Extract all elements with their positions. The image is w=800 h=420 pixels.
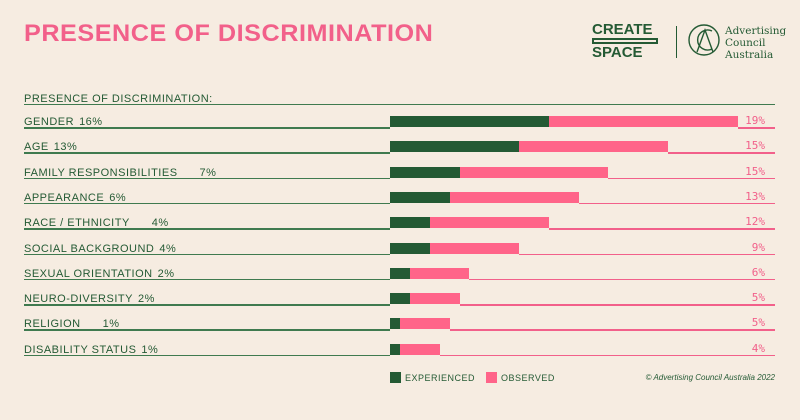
row-line — [24, 354, 390, 357]
bar-experienced — [390, 318, 400, 330]
experienced-value-label: 2% — [137, 293, 155, 306]
experienced-value-label: 13% — [53, 141, 78, 154]
row-label-group: RACE / ETHNICITY 4% — [24, 217, 169, 229]
bar-experienced — [390, 293, 410, 305]
row-line — [24, 152, 390, 154]
experienced-value-label: 4% — [151, 217, 169, 230]
bar-experienced — [390, 191, 450, 203]
header-divider — [24, 104, 775, 105]
observed-value-label: 15% — [745, 164, 765, 178]
row-label: GENDER — [24, 116, 75, 128]
row-line-observed — [449, 329, 775, 331]
bar-experienced — [390, 343, 400, 355]
row-label: SEXUAL ORIENTATION — [24, 267, 153, 280]
bar-experienced — [390, 217, 430, 229]
bar-experienced — [390, 166, 460, 178]
row-line — [24, 253, 390, 255]
bar-observed — [409, 267, 470, 279]
observed-value-label: 5% — [751, 291, 765, 305]
row-label-group: SEXUAL ORIENTATION 2% — [24, 268, 175, 280]
row-line-observed — [459, 304, 775, 306]
row-line-observed — [668, 152, 775, 154]
row-line — [24, 177, 390, 180]
row-line — [24, 329, 390, 331]
copyright: © Advertising Council Australia 2022 — [645, 373, 775, 382]
bar-experienced — [390, 267, 410, 279]
row-line — [24, 228, 390, 230]
legend-experienced: EXPERIENCED — [405, 373, 476, 383]
observed-value-label: 12% — [745, 215, 765, 229]
row-line-observed — [439, 354, 775, 357]
advertising-council-logo-icon — [688, 24, 720, 56]
row-label-group: AGE 13% — [24, 141, 77, 153]
row-line-observed — [608, 177, 775, 180]
experienced-value-label: 16% — [79, 116, 103, 128]
observed-value-label: 15% — [745, 139, 765, 153]
experienced-value-label: 1% — [102, 318, 120, 331]
bar-observed — [429, 242, 520, 254]
row-label: FAMILY RESPONSIBILITIES — [24, 166, 178, 179]
row-label: RELIGION — [24, 318, 81, 331]
bar-experienced — [390, 116, 549, 127]
bar-observed — [548, 116, 738, 127]
bar-observed — [429, 217, 549, 229]
chart-title: PRESENCE OF DISCRIMINATION: — [24, 93, 213, 105]
row-line — [24, 278, 390, 281]
legend-swatch-experienced — [390, 372, 401, 383]
row-line-observed — [519, 253, 775, 255]
observed-value-label: 19% — [745, 114, 765, 127]
page-title: PRESENCE OF DISCRIMINATION — [24, 20, 434, 47]
legend-swatch-observed — [486, 372, 497, 383]
row-label-group: FAMILY RESPONSIBILITIES 7% — [24, 167, 216, 179]
row-line-observed — [737, 127, 775, 129]
observed-value-label: 9% — [751, 240, 765, 254]
row-label-group: APPEARANCE 6% — [24, 192, 126, 204]
row-label: APPEARANCE — [24, 191, 105, 204]
row-label: SOCIAL BACKGROUND — [24, 242, 155, 255]
experienced-value-label: 6% — [109, 191, 127, 204]
advertising-council-logo-text: Advertising Council Australia — [725, 25, 787, 61]
row-label-group: RELIGION 1% — [24, 318, 119, 330]
observed-value-label: 13% — [745, 189, 765, 203]
row-line-observed — [548, 228, 775, 230]
row-line-observed — [578, 202, 775, 205]
row-label: NEURO-DIVERSITY — [24, 293, 133, 306]
observed-value-label: 5% — [751, 316, 765, 330]
bar-observed — [399, 343, 440, 355]
bar-observed — [409, 293, 460, 305]
bar-observed — [449, 191, 579, 203]
row-line — [24, 304, 390, 306]
row-line-observed — [469, 278, 775, 281]
observed-value-label: 6% — [751, 265, 765, 279]
bar-observed — [459, 166, 609, 178]
row-label-group: NEURO-DIVERSITY 2% — [24, 293, 155, 305]
bar-observed — [399, 318, 450, 330]
row-label: RACE / ETHNICITY — [24, 217, 130, 230]
row-label-group: DISABILITY STATUS 1% — [24, 344, 158, 356]
row-label: DISABILITY STATUS — [24, 343, 137, 356]
observed-value-label: 4% — [751, 341, 765, 355]
experienced-value-label: 1% — [141, 343, 159, 356]
experienced-value-label: 7% — [199, 166, 217, 179]
experienced-value-label: 2% — [157, 267, 175, 280]
row-label-group: SOCIAL BACKGROUND 4% — [24, 243, 176, 255]
bar-observed — [519, 141, 669, 153]
row-line — [24, 127, 390, 129]
row-label-group: GENDER 16% — [24, 116, 103, 128]
experienced-value-label: 4% — [159, 242, 177, 255]
legend-observed: OBSERVED — [501, 373, 555, 383]
row-line — [24, 202, 390, 205]
create-space-logo: CREATE SPACE — [592, 22, 658, 60]
bar-experienced — [390, 242, 430, 254]
row-label: AGE — [24, 141, 49, 154]
logo-divider — [676, 26, 677, 58]
bar-experienced — [390, 141, 520, 153]
